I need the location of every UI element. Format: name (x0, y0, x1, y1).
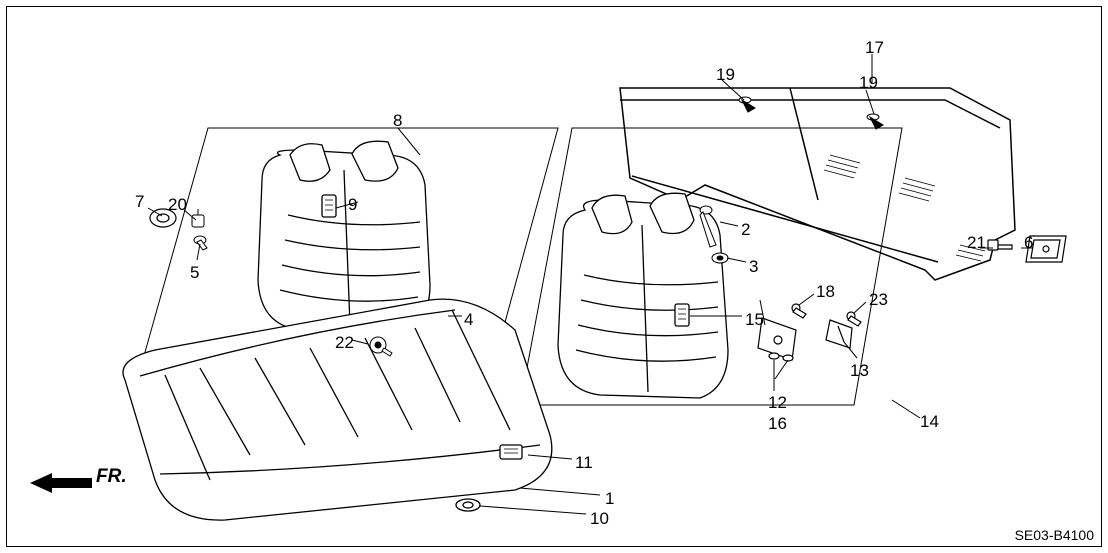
callout-6: 6 (1024, 233, 1033, 253)
seat-back-left (258, 141, 430, 330)
leader-line (480, 506, 586, 514)
callout-15: 15 (745, 310, 764, 330)
leader-line (775, 360, 788, 379)
callout-4: 4 (464, 310, 473, 330)
fr-arrow-icon (30, 473, 92, 493)
callout-1: 1 (605, 489, 614, 509)
leader-line (866, 90, 874, 114)
callout-10: 10 (590, 509, 609, 529)
leader-line (727, 258, 746, 262)
callout-2: 2 (741, 220, 750, 240)
nut-5 (194, 236, 207, 250)
leader-line (398, 128, 420, 155)
callout-20: 20 (168, 195, 187, 215)
leader-line (799, 294, 814, 305)
diagram-code: SE03-B4100 (1015, 527, 1094, 543)
nut-3 (712, 253, 728, 263)
callout-23: 23 (869, 290, 888, 310)
callout-13: 13 (850, 361, 869, 381)
callout-19: 19 (716, 65, 735, 85)
callout-21: 21 (967, 233, 986, 253)
callout-18: 18 (816, 282, 835, 302)
callout-16: 16 (768, 414, 787, 434)
leader-line (197, 244, 200, 260)
diagram-stage: 171919872092165231823415221312161411110 … (0, 0, 1108, 553)
callout-12: 12 (768, 393, 787, 413)
leader-line (720, 222, 738, 226)
parts-diagram-svg (0, 0, 1108, 553)
callout-5: 5 (190, 263, 199, 283)
leader-line (854, 302, 866, 313)
leader-line (892, 400, 920, 418)
callout-8: 8 (393, 111, 402, 131)
callout-19: 19 (859, 73, 878, 93)
callout-17: 17 (865, 38, 884, 58)
bracket-cluster (758, 300, 861, 361)
callout-22: 22 (335, 333, 354, 353)
leader-line (520, 488, 600, 495)
callout-3: 3 (749, 257, 758, 277)
screw-19-right (867, 114, 883, 129)
callout-9: 9 (348, 195, 357, 215)
fr-label: FR. (96, 466, 127, 488)
callout-7: 7 (135, 192, 144, 212)
callout-14: 14 (920, 412, 939, 432)
callout-11: 11 (575, 453, 593, 473)
